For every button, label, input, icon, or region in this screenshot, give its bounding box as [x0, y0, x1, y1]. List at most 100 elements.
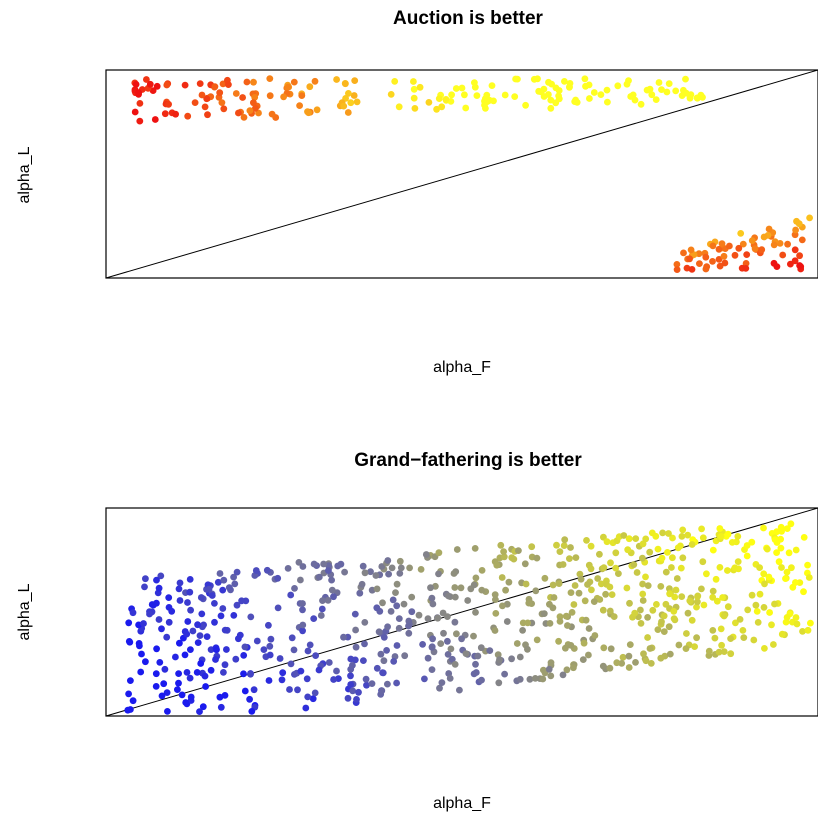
scatter-point: [328, 576, 335, 584]
scatter-point: [678, 593, 686, 600]
scatter-point: [588, 586, 595, 594]
scatter-point: [783, 525, 791, 532]
scatter-point: [552, 99, 560, 107]
scatter-point: [196, 708, 203, 715]
scatter-point: [777, 544, 785, 552]
scatter-point: [519, 627, 526, 634]
scatter-point: [688, 541, 696, 548]
scatter-point: [719, 594, 726, 601]
scatter-point: [766, 609, 773, 616]
scatter-point: [317, 612, 325, 619]
scatter-point: [352, 643, 360, 651]
scatter-point: [709, 546, 717, 554]
scatter-point: [158, 625, 165, 633]
scatter-point: [521, 560, 529, 568]
scatter-point: [771, 536, 779, 543]
scatter-point: [362, 675, 370, 683]
scatter-point: [405, 629, 413, 637]
scatter-point: [547, 672, 555, 680]
scatter-point: [572, 554, 580, 561]
scatter-point: [478, 676, 485, 684]
scatter-point: [639, 597, 647, 604]
scatter-point: [434, 614, 442, 622]
scatter-point: [615, 570, 622, 577]
scatter-point: [684, 609, 692, 617]
scatter-point: [498, 574, 506, 581]
scatter-point: [288, 634, 296, 642]
scatter-point: [642, 573, 649, 581]
scatter-point: [410, 85, 418, 93]
scatter-point: [677, 564, 685, 572]
scatter-point: [804, 561, 811, 569]
scatter-point: [582, 616, 590, 624]
scatter-point: [389, 596, 397, 604]
scatter-point: [448, 91, 455, 99]
scatter-point: [384, 623, 391, 631]
scatter-point: [231, 580, 239, 588]
scatter-point: [352, 626, 359, 634]
scatter-point: [620, 532, 628, 539]
scatter-point: [653, 601, 660, 608]
scatter-point: [340, 633, 347, 641]
scatter-point: [217, 703, 225, 711]
scatter-point: [556, 618, 564, 625]
scatter-point: [531, 675, 539, 682]
scatter-point: [186, 576, 194, 583]
scatter-point: [141, 583, 148, 591]
scatter-point: [184, 599, 191, 606]
scatter-point: [788, 564, 795, 572]
scatter-point: [562, 612, 570, 620]
scatter-point: [363, 681, 370, 689]
scatter-point: [125, 690, 132, 698]
scatter-point: [126, 677, 134, 684]
scatter-point: [488, 82, 496, 89]
scatter-point: [358, 580, 366, 588]
scatter-point: [698, 525, 705, 533]
scatter-point: [734, 558, 742, 565]
scatter-point: [559, 671, 567, 679]
scatter-point: [471, 83, 479, 91]
scatter-point: [492, 610, 500, 617]
scatter-point: [528, 543, 536, 551]
y-axis-label: alpha_L: [16, 583, 33, 640]
scatter-point: [201, 103, 209, 111]
scatter-point: [632, 659, 639, 666]
scatter-point: [198, 91, 206, 99]
scatter-point: [770, 259, 778, 267]
scatter-point: [783, 614, 791, 621]
scatter-point: [211, 600, 218, 607]
scatter-point: [585, 651, 592, 659]
scatter-point: [792, 614, 800, 621]
scatter-point: [472, 574, 480, 582]
scatter-point: [377, 650, 385, 658]
scatter-point: [125, 619, 133, 627]
scatter-point: [684, 531, 692, 539]
scatter-point: [505, 578, 513, 586]
scatter-point: [464, 597, 472, 604]
scatter-point: [143, 76, 150, 83]
scatter-point: [731, 251, 739, 259]
scatter-point: [599, 606, 607, 614]
scatter-point: [378, 563, 386, 570]
scatter-point: [136, 117, 144, 125]
scatter-point: [299, 600, 306, 607]
scatter-point: [260, 646, 268, 653]
scatter-point: [161, 665, 169, 673]
scatter-point: [253, 637, 261, 645]
scatter-point: [550, 594, 558, 601]
scatter-point: [501, 670, 508, 678]
scatter-point: [373, 664, 381, 672]
scatter-point: [216, 89, 224, 97]
scatter-point: [187, 646, 194, 653]
scatter-point: [379, 599, 386, 607]
scatter-point: [567, 589, 575, 596]
scatter-point: [581, 75, 589, 83]
scatter-point: [608, 591, 616, 598]
scatter-point: [333, 667, 340, 675]
scatter-point: [325, 659, 333, 666]
scatter-point: [537, 88, 545, 96]
plot-frame: [105, 507, 818, 717]
scatter-point: [165, 618, 173, 626]
scatter-point: [659, 529, 666, 537]
scatter-point: [646, 548, 654, 556]
